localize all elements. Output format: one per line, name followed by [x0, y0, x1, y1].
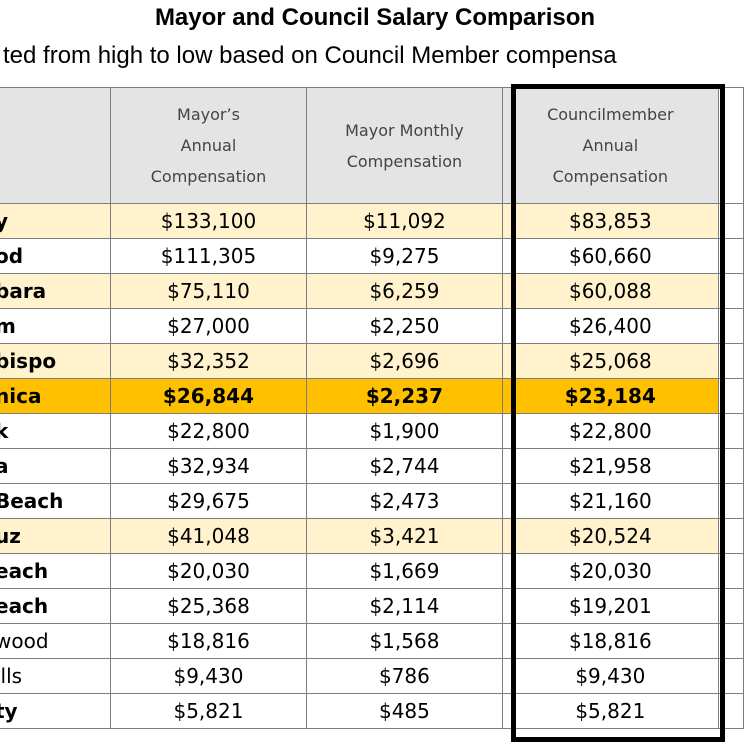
council-annual-cell: $21,958	[502, 448, 719, 484]
city-cell: y	[0, 203, 112, 239]
council-annual-cell: $60,660	[502, 238, 719, 274]
city-cell: bara	[0, 273, 112, 309]
table-row: bara $75,110 $6,259 $60,088	[0, 273, 745, 309]
mayor-monthly-cell: $786	[305, 658, 504, 694]
city-cell: wood	[0, 623, 112, 659]
column-header-city	[0, 87, 112, 204]
table-row: wood $18,816 $1,568 $18,816	[0, 623, 745, 659]
council-annual-cell: $60,088	[502, 273, 719, 309]
city-cell: each	[0, 588, 112, 624]
council-annual-cell: $5,821	[502, 693, 719, 729]
table-row: uz$41,048$3,421$20,524	[0, 518, 745, 554]
city-cell: m	[0, 308, 112, 344]
extra-cell	[717, 343, 745, 379]
council-annual-cell: $25,068	[502, 343, 719, 379]
table-row: each $20,030 $1,669 $20,030	[0, 553, 745, 589]
table-row: ty$5,821$485$5,821	[0, 693, 745, 729]
mayor-annual-cell: $41,048	[110, 518, 307, 554]
mayor-monthly-cell: $2,696	[305, 343, 504, 379]
table-row: od$111,305$9,275$60,660	[0, 238, 745, 274]
mayor-monthly-cell: $6,259	[305, 273, 504, 309]
city-cell: nica	[0, 378, 112, 414]
salary-table: Mayor’s Annual Compensation Mayor Monthl…	[0, 87, 745, 729]
page-subtitle: ted from high to low based on Council Me…	[3, 42, 617, 69]
mayor-monthly-cell: $2,250	[305, 308, 504, 344]
mayor-monthly-cell: $1,669	[305, 553, 504, 589]
mayor-annual-cell: $22,800	[110, 413, 307, 449]
table-row: bispo $32,352 $2,696 $25,068	[0, 343, 745, 379]
extra-cell	[717, 308, 745, 344]
council-annual-cell: $20,030	[502, 553, 719, 589]
table-row: nica$26,844$2,237$23,184	[0, 378, 745, 414]
council-annual-cell: $18,816	[502, 623, 719, 659]
extra-cell	[717, 378, 745, 414]
page-title: Mayor and Council Salary Comparison	[154, 4, 596, 31]
extra-cell	[717, 658, 745, 694]
council-annual-cell: $22,800	[502, 413, 719, 449]
mayor-monthly-cell: $2,237	[305, 378, 504, 414]
mayor-monthly-cell: $2,114	[305, 588, 504, 624]
column-header-mayor-annual: Mayor’s Annual Compensation	[110, 87, 307, 204]
council-annual-cell: $26,400	[502, 308, 719, 344]
mayor-annual-cell: $26,844	[110, 378, 307, 414]
city-cell: ills	[0, 658, 112, 694]
mayor-annual-cell: $25,368	[110, 588, 307, 624]
mayor-annual-cell: $20,030	[110, 553, 307, 589]
mayor-annual-cell: $111,305	[110, 238, 307, 274]
mayor-monthly-cell: $485	[305, 693, 504, 729]
extra-cell	[717, 273, 745, 309]
mayor-annual-cell: $75,110	[110, 273, 307, 309]
mayor-monthly-cell: $2,744	[305, 448, 504, 484]
council-annual-cell: $21,160	[502, 483, 719, 519]
column-header-mayor-monthly: Mayor Monthly Compensation	[305, 87, 504, 204]
city-cell: k	[0, 413, 112, 449]
mayor-annual-cell: $32,352	[110, 343, 307, 379]
mayor-monthly-cell: $1,900	[305, 413, 504, 449]
column-header-extra	[717, 87, 745, 204]
table-row: ills$9,430$786$9,430	[0, 658, 745, 694]
mayor-annual-cell: $5,821	[110, 693, 307, 729]
table-row: Beach $29,675 $2,473 $21,160	[0, 483, 745, 519]
city-cell: ty	[0, 693, 112, 729]
mayor-annual-cell: $32,934	[110, 448, 307, 484]
table-row: each $25,368 $2,114 $19,201	[0, 588, 745, 624]
mayor-monthly-cell: $3,421	[305, 518, 504, 554]
mayor-annual-cell: $133,100	[110, 203, 307, 239]
city-cell: a	[0, 448, 112, 484]
table-row: y$133,100$11,092$83,853	[0, 203, 745, 239]
council-annual-cell: $23,184	[502, 378, 719, 414]
mayor-monthly-cell: $11,092	[305, 203, 504, 239]
city-cell: each	[0, 553, 112, 589]
mayor-annual-cell: $29,675	[110, 483, 307, 519]
table-row: k$22,800$1,900$22,800	[0, 413, 745, 449]
council-annual-cell: $20,524	[502, 518, 719, 554]
extra-cell	[717, 623, 745, 659]
column-header-council-annual: Councilmember Annual Compensation	[502, 87, 719, 204]
extra-cell	[717, 693, 745, 729]
city-cell: od	[0, 238, 112, 274]
table-row: a$32,934$2,744$21,958	[0, 448, 745, 484]
extra-cell	[717, 413, 745, 449]
mayor-monthly-cell: $9,275	[305, 238, 504, 274]
city-cell: uz	[0, 518, 112, 554]
extra-cell	[717, 203, 745, 239]
mayor-monthly-cell: $2,473	[305, 483, 504, 519]
table-row: m$27,000$2,250$26,400	[0, 308, 745, 344]
extra-cell	[717, 518, 745, 554]
extra-cell	[717, 238, 745, 274]
extra-cell	[717, 448, 745, 484]
extra-cell	[717, 588, 745, 624]
council-annual-cell: $19,201	[502, 588, 719, 624]
city-cell: bispo	[0, 343, 112, 379]
mayor-annual-cell: $27,000	[110, 308, 307, 344]
council-annual-cell: $9,430	[502, 658, 719, 694]
mayor-annual-cell: $9,430	[110, 658, 307, 694]
mayor-monthly-cell: $1,568	[305, 623, 504, 659]
extra-cell	[717, 553, 745, 589]
mayor-annual-cell: $18,816	[110, 623, 307, 659]
city-cell: Beach	[0, 483, 112, 519]
table-header-row: Mayor’s Annual Compensation Mayor Monthl…	[0, 87, 745, 204]
council-annual-cell: $83,853	[502, 203, 719, 239]
extra-cell	[717, 483, 745, 519]
